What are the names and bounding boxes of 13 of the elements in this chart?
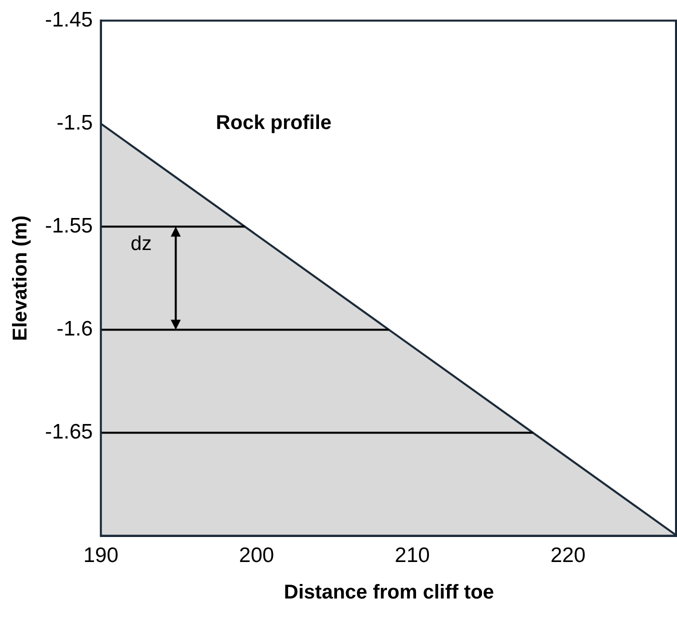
x-axis-title: Distance from cliff toe [284,582,494,604]
y-tick-label: -1.55 [44,214,93,238]
y-tick-label: -1.6 [56,318,93,341]
x-tick-label: 200 [239,544,274,568]
x-tick-label: 220 [550,544,586,568]
x-tick-label: 190 [83,544,118,568]
annotation: Rock profile [216,112,332,134]
x-tick-label: 210 [394,544,430,568]
y-tick-label: -1.65 [44,420,93,444]
y-tick-label: -1.5 [56,111,93,134]
y-tick-label: -1.45 [44,8,93,32]
annotation: dz [130,233,152,256]
y-axis-title: Elevation (m) [10,215,32,341]
